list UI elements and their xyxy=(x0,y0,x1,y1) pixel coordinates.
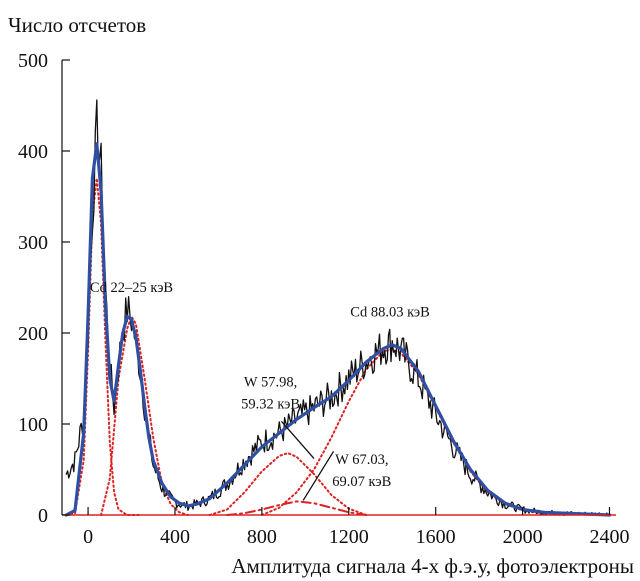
x-tick-label: 2000 xyxy=(503,526,543,548)
x-tick-label: 400 xyxy=(160,526,190,548)
x-tick-label: 2400 xyxy=(589,526,629,548)
y-tick-label: 0 xyxy=(38,505,48,527)
peak-w-57-59-line xyxy=(208,452,368,516)
annotation-label: Cd 22–25 кэВ xyxy=(90,280,173,296)
y-tick-label: 100 xyxy=(18,414,48,436)
x-axis-label: Амплитуда сигнала 4-х ф.э.у, фотоэлектро… xyxy=(231,554,634,578)
annotation-layer: Cd 22–25 кэВ Cd 88.03 кэВ W 57.98, 59.32 кэ… xyxy=(90,280,430,501)
annotation-label: 59.32 кэВ xyxy=(241,397,300,413)
y-tick-label: 500 xyxy=(18,50,48,72)
annotation-label: 69.07 кэВ xyxy=(332,474,391,490)
y-axis-label: Число отсчетов xyxy=(8,13,146,37)
annotation-label: W 57.98, xyxy=(244,375,297,391)
w57-leader-line xyxy=(280,420,315,460)
total-fit-line xyxy=(64,142,612,517)
axes-layer: 0 100 200 300 400 500 0 400 800 1200 1600 2000 2400 xyxy=(18,50,629,548)
x-tick-label: 800 xyxy=(247,526,277,548)
peak-cd-22-25-line xyxy=(100,315,189,516)
annotation-label: Cd 88.03 кэВ xyxy=(350,305,430,321)
x-tick-label: 1600 xyxy=(416,526,456,548)
peak-w-67-69-line xyxy=(226,500,368,516)
y-tick-label: 200 xyxy=(18,323,48,345)
x-tick-label: 1200 xyxy=(329,526,369,548)
annotation-label: W 67.03, xyxy=(335,452,388,468)
y-tick-label: 300 xyxy=(18,232,48,254)
x-tick-label: 0 xyxy=(83,526,93,548)
w67-leader-line xyxy=(302,450,335,501)
y-tick-label: 400 xyxy=(18,141,48,163)
